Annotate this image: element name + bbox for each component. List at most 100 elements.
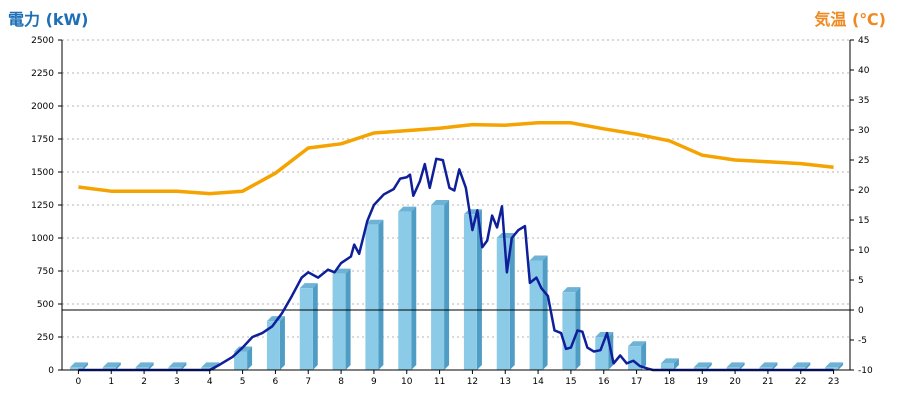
bar-top [792,362,811,368]
bar-top [660,358,679,364]
bar-top [299,283,318,289]
bar-side [805,362,811,370]
left-axis-tick-label: 1500 [31,168,54,178]
left-axis-tick-label: 500 [37,300,54,310]
bar-side [82,362,88,370]
right-axis-tick-label: 45 [858,36,869,46]
bar-side [739,362,745,370]
x-axis-tick-label: 11 [434,377,445,387]
x-axis-tick-label: 22 [795,377,806,387]
bar-side [575,287,581,370]
left-axis-tick-label: 1750 [31,135,54,145]
bar-side [312,283,318,370]
bar [398,211,412,370]
left-axis-tick-label: 750 [37,267,54,277]
power-line [78,157,834,372]
bar-side [444,200,450,370]
bar-side [542,255,548,370]
bar-top [431,200,450,205]
bar [562,292,576,370]
bar-side [279,316,285,370]
x-axis-tick-label: 16 [598,377,610,387]
right-axis-tick-label: -5 [858,336,867,346]
bar [201,367,215,370]
x-axis-tick-label: 13 [500,377,511,387]
bar [266,321,280,370]
x-axis-tick-label: 20 [729,377,741,387]
x-axis-tick-label: 6 [273,377,279,387]
bar-side [476,209,482,370]
bar [595,337,609,370]
left-axis-tick-label: 0 [48,366,54,376]
bar [463,214,477,370]
bar [825,367,839,370]
left-axis-tick-label: 1000 [31,234,54,244]
x-axis-tick-label: 2 [141,377,147,387]
bar-top [759,362,778,368]
bar [693,367,707,370]
bar-side [509,233,515,370]
bar-top [496,233,515,238]
bar-side [247,346,253,370]
right-axis-tick-label: 30 [858,126,870,136]
right-axis-tick-label: 15 [858,216,869,226]
x-axis-tick-label: 4 [207,377,213,387]
right-axis-tick-label: 25 [858,156,869,166]
x-axis-tick-label: 15 [565,377,576,387]
bar [529,260,543,370]
bar-side [345,268,351,370]
bar [299,288,313,370]
bar-top [693,362,712,368]
x-axis-tick-label: 14 [532,377,544,387]
right-axis-tick-label: 20 [858,186,870,196]
bar [234,351,248,370]
bar [726,367,740,370]
bar [660,363,674,370]
x-axis-tick-label: 9 [371,377,377,387]
bar-top [102,362,121,368]
x-axis-tick-label: 5 [240,377,246,387]
bar-side [838,362,844,370]
right-axis-tick-label: -10 [858,366,873,376]
bar-side [411,206,417,370]
bar [168,367,182,370]
right-axis-tick-label: 0 [858,306,864,316]
x-axis-tick-label: 10 [401,377,413,387]
bar [332,273,346,370]
bar-top [562,287,581,293]
bar-top [628,341,647,347]
bar-side [148,362,154,370]
bar-side [641,341,647,370]
left-axis-unit-label: 電力 (kW) [8,10,89,29]
bar [792,367,806,370]
x-axis-tick-label: 7 [305,377,311,387]
x-axis-tick-label: 23 [828,377,839,387]
bar-top [135,362,154,368]
bar-side [673,358,679,370]
bar [102,367,116,370]
temperature-line [78,121,834,196]
left-axis-tick-label: 1250 [31,201,54,211]
left-axis-tick-label: 250 [37,333,54,343]
bar [135,367,149,370]
x-axis-tick-label: 8 [338,377,344,387]
x-axis-tick-label: 3 [174,377,180,387]
x-axis-tick-label: 1 [108,377,114,387]
bar-top [825,362,844,368]
bar-side [706,362,712,370]
bar-top [529,255,548,261]
left-axis-tick-label: 2500 [31,36,54,46]
left-axis-tick-label: 2250 [31,69,54,79]
right-axis-tick-label: 5 [858,276,864,286]
bar-side [772,362,778,370]
bar-side [181,362,187,370]
x-axis-tick-label: 0 [76,377,82,387]
bar-top [726,362,745,368]
x-axis-tick-label: 21 [762,377,773,387]
x-axis-tick-label: 12 [467,377,478,387]
bar-side [115,362,121,370]
bar-top [398,206,417,212]
bar [365,224,379,370]
